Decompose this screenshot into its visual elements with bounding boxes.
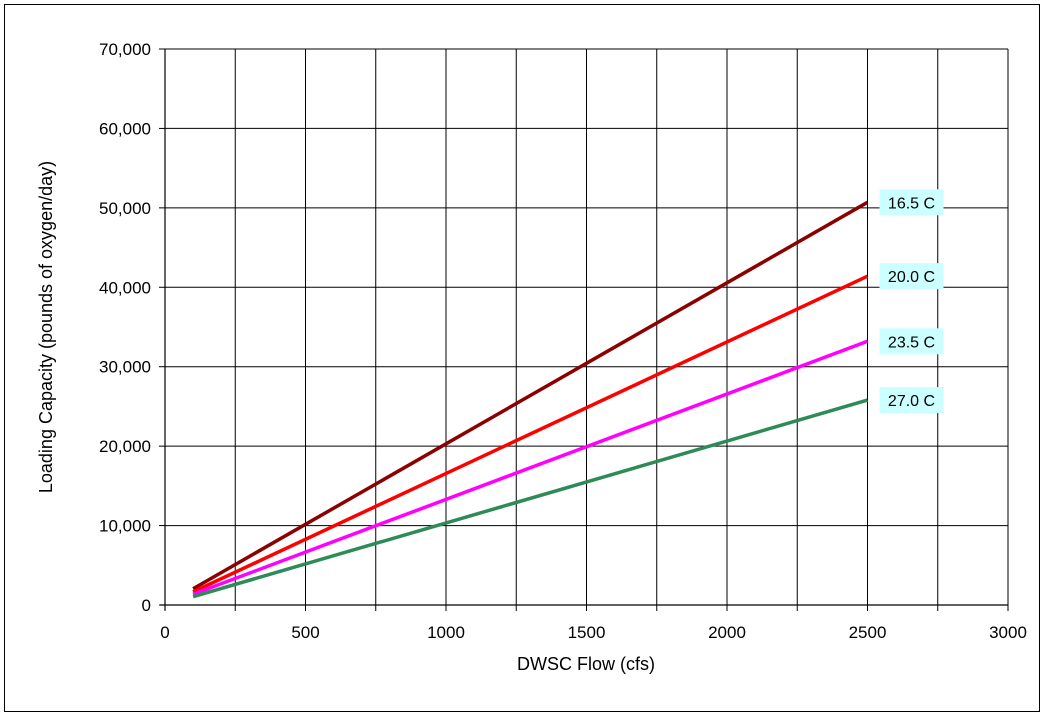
series-line-16-5-c xyxy=(192,200,869,591)
series-label-text: 20.0 C xyxy=(888,269,935,286)
y-tick-label: 10,000 xyxy=(99,517,151,536)
series-label-27-0-c: 27.0 C xyxy=(879,387,944,414)
series-label-box xyxy=(879,189,944,216)
series-label-text: 16.5 C xyxy=(888,195,935,212)
y-tick-label: 0 xyxy=(142,596,151,615)
series-label-16-5-c: 16.5 C xyxy=(879,189,944,216)
line-chart: DWSC Flow (cfs) Loading Capacity (pounds… xyxy=(36,40,1027,674)
x-axis-title: DWSC Flow (cfs) xyxy=(517,654,655,674)
x-tick-label: 2000 xyxy=(708,623,746,642)
series-label-box xyxy=(879,387,944,414)
series-line-23-5-c xyxy=(192,339,869,596)
y-tick-label: 70,000 xyxy=(99,40,151,59)
series-line-20-0-c xyxy=(192,274,869,594)
x-tick-label: 500 xyxy=(291,623,319,642)
y-tick-label: 30,000 xyxy=(99,358,151,377)
y-axis-title: Loading Capacity (pounds of oxygen/day) xyxy=(36,161,56,493)
x-tick-label: 1500 xyxy=(568,623,606,642)
y-tick-label: 60,000 xyxy=(99,119,151,138)
chart-frame: DWSC Flow (cfs) Loading Capacity (pounds… xyxy=(4,4,1040,712)
series-label-20-0-c: 20.0 C xyxy=(879,263,944,290)
y-tick-label: 20,000 xyxy=(99,437,151,456)
x-tick-label: 3000 xyxy=(989,623,1027,642)
series-label-23-5-c: 23.5 C xyxy=(879,328,944,355)
series-label-box xyxy=(879,263,944,290)
series-label-box xyxy=(879,328,944,355)
series-line-27-0-c xyxy=(192,398,868,599)
x-tick-label: 2500 xyxy=(849,623,887,642)
x-tick-label: 1000 xyxy=(427,623,465,642)
y-tick-label: 50,000 xyxy=(99,199,151,218)
y-tick-label: 40,000 xyxy=(99,278,151,297)
series-label-text: 23.5 C xyxy=(888,334,935,351)
series-label-text: 27.0 C xyxy=(888,393,935,410)
x-tick-label: 0 xyxy=(160,623,169,642)
